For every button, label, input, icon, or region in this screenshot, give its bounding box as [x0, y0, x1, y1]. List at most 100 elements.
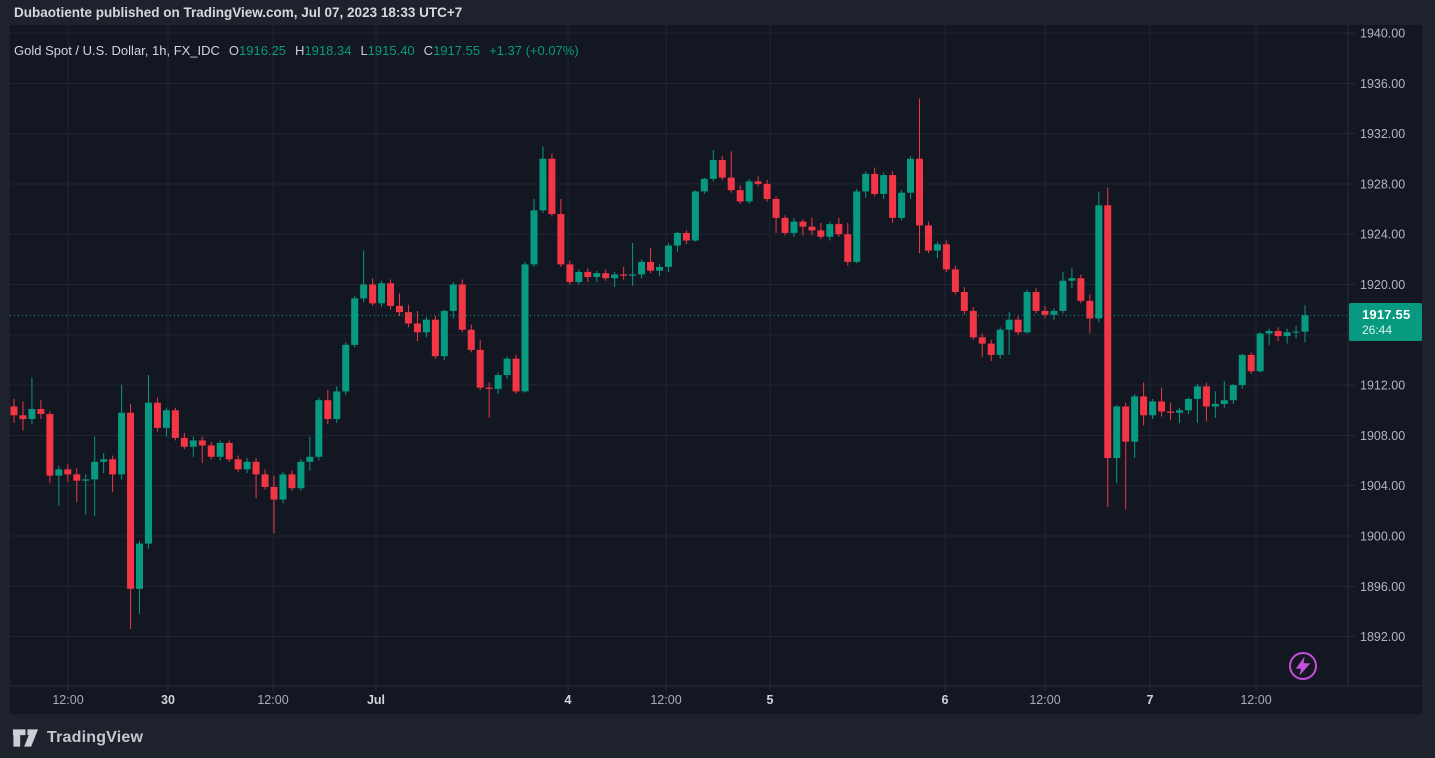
candle-body — [880, 175, 888, 194]
candle-body — [727, 177, 735, 191]
candle-body — [790, 221, 798, 233]
candle-body — [987, 343, 995, 355]
candle-body — [1068, 278, 1076, 281]
candle-body — [333, 391, 341, 420]
candle-body — [82, 479, 90, 481]
price-axis-label: 1936.00 — [1360, 77, 1405, 91]
candle-body — [951, 269, 959, 293]
symbol-title[interactable]: Gold Spot / U.S. Dollar, 1h, FX_IDC — [14, 43, 220, 58]
candle-body — [1095, 205, 1103, 319]
price-axis[interactable] — [1348, 25, 1422, 686]
candle-body — [503, 358, 511, 376]
price-axis-label: 1904.00 — [1360, 479, 1405, 493]
candle-body — [118, 412, 126, 475]
candle-body — [593, 273, 601, 277]
candle-body — [387, 283, 395, 306]
candle-body — [270, 486, 278, 500]
candle-body — [736, 190, 744, 202]
candle-body — [656, 266, 664, 271]
candle-body — [243, 461, 251, 470]
price-axis-label: 1928.00 — [1360, 177, 1405, 191]
candle-body — [853, 191, 861, 262]
candle-body — [826, 224, 834, 237]
time-axis-label: 6 — [942, 693, 949, 707]
symbol-legend: Gold Spot / U.S. Dollar, 1h, FX_IDC O 19… — [14, 43, 579, 61]
candle-body — [584, 271, 592, 277]
bar-countdown: 26:44 — [1362, 323, 1393, 337]
candle-body — [1256, 333, 1264, 372]
candle-body — [19, 415, 27, 420]
candle-body — [180, 437, 188, 447]
candle-body — [440, 310, 448, 357]
candle-body — [1032, 292, 1040, 311]
candle-body — [817, 230, 825, 237]
candle-body — [907, 158, 915, 193]
candle-body — [136, 543, 144, 589]
time-axis-label: 12:00 — [257, 693, 288, 707]
candle-body — [1265, 331, 1273, 334]
candle-body — [458, 284, 466, 330]
candle-body — [933, 244, 941, 251]
candle-body — [620, 274, 628, 276]
candle-body — [1149, 401, 1157, 416]
chart-canvas[interactable]: 1940.00 1936.00 1932.00 1928.00 1924.00 1920.… — [10, 25, 1422, 714]
candle-body — [942, 244, 950, 270]
candle-body — [189, 440, 197, 447]
candle-body — [1175, 410, 1183, 413]
candle-body — [530, 210, 538, 265]
candle-body — [1301, 315, 1309, 332]
candle-body — [969, 310, 977, 338]
candle-body — [673, 232, 681, 246]
candle-body — [216, 442, 224, 457]
candle-body — [351, 298, 359, 345]
candle-body — [889, 175, 897, 218]
candle-body — [638, 261, 646, 275]
candle-body — [996, 329, 1004, 355]
candle-body — [144, 402, 152, 544]
open-value: 1916.25 — [239, 43, 287, 58]
flash-button[interactable] — [1287, 650, 1319, 682]
candle-body — [28, 408, 36, 420]
tradingview-logo-icon — [12, 729, 39, 747]
candle-body — [664, 245, 672, 267]
candle-body — [512, 358, 520, 392]
candle-body — [127, 412, 135, 589]
footer-brand[interactable]: TradingView — [12, 723, 143, 753]
candle-body — [611, 274, 619, 279]
last-price-badge: 1917.55 26:44 — [1349, 303, 1422, 341]
candle-body — [871, 173, 879, 194]
candle-body — [1104, 205, 1112, 459]
candle-body — [46, 414, 54, 476]
candle-body — [799, 221, 807, 227]
candle-body — [476, 349, 484, 388]
candle-body — [315, 400, 323, 457]
candle-body — [342, 344, 350, 392]
candle-body — [1131, 396, 1139, 442]
candle-body — [1086, 300, 1094, 319]
candle-body — [521, 264, 529, 392]
candle-body — [1005, 319, 1013, 330]
time-axis-label: 5 — [767, 693, 774, 707]
candle-body — [360, 284, 368, 299]
candle-body — [261, 474, 269, 487]
candle-body — [978, 337, 986, 344]
time-axis[interactable] — [10, 711, 1422, 739]
candle-body — [449, 284, 457, 311]
brand-name: TradingView — [47, 729, 144, 746]
candle-body — [279, 474, 287, 500]
time-axis-label: 12:00 — [1240, 693, 1271, 707]
price-axis-label: 1924.00 — [1360, 228, 1405, 242]
candle-body — [1113, 406, 1121, 459]
candle-body — [924, 225, 932, 251]
price-axis-label: 1896.00 — [1360, 580, 1405, 594]
price-axis-label: 1912.00 — [1360, 379, 1405, 393]
candle-body — [781, 217, 789, 233]
candle-body — [324, 400, 332, 420]
candle-body — [467, 329, 475, 350]
low-label: L — [360, 43, 368, 58]
time-axis-label: 12:00 — [1029, 693, 1060, 707]
lightning-icon — [1289, 652, 1317, 680]
candle-body — [10, 406, 18, 416]
candle-body — [369, 284, 377, 304]
